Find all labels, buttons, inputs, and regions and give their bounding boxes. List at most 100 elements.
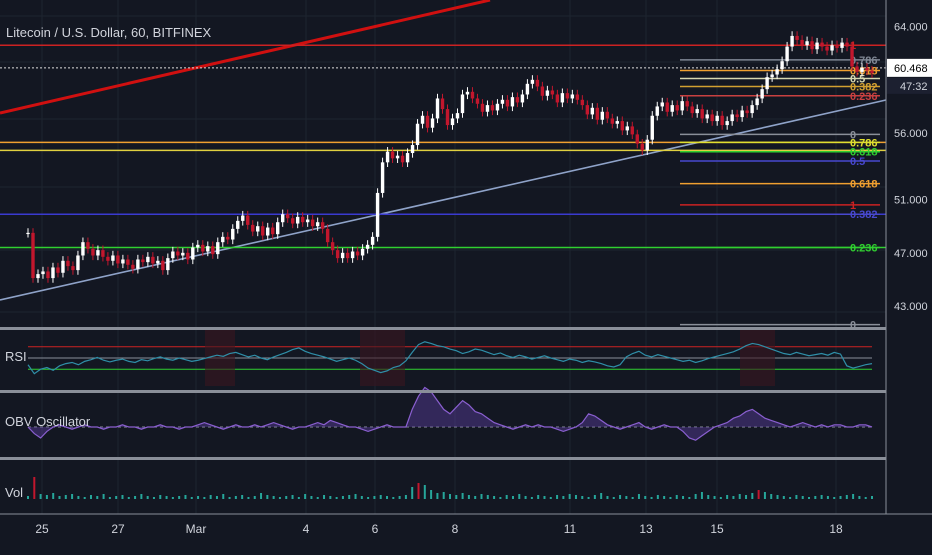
candle-body <box>390 151 395 159</box>
volume-bar <box>770 494 773 499</box>
candle-body <box>545 90 550 96</box>
candle-body <box>540 86 545 96</box>
volume-bar <box>215 496 218 499</box>
volume-bar <box>64 495 67 499</box>
price-panel[interactable]: 10.7860.6180.50.3820.23600.7860.6180.50.… <box>0 0 887 332</box>
volume-bar <box>682 496 685 499</box>
candle-body <box>765 77 769 90</box>
rsi-panel[interactable] <box>27 330 873 386</box>
candle-body <box>111 255 115 261</box>
candle-body <box>555 94 560 103</box>
candle-body <box>166 258 170 271</box>
candle-body <box>575 94 580 100</box>
volume-bar <box>209 495 212 499</box>
volume-bar <box>782 496 785 499</box>
candle-body <box>810 41 814 50</box>
candle-body <box>695 109 699 114</box>
candle-body <box>146 256 150 263</box>
panel-separator[interactable] <box>0 457 932 460</box>
candle-body <box>171 251 175 259</box>
volume-bar <box>379 495 382 499</box>
grid-lines <box>0 0 886 514</box>
candle-body <box>850 46 854 67</box>
candle-body <box>455 113 460 119</box>
candle-body <box>820 42 824 47</box>
countdown-box <box>887 77 932 94</box>
candle-body <box>770 74 774 78</box>
price-tick-label: 64.000 <box>894 22 928 34</box>
time-tick-label: 27 <box>111 522 125 536</box>
candle-body <box>290 218 295 224</box>
candle-body <box>480 103 485 112</box>
candle-body <box>71 266 75 271</box>
candle-body <box>665 102 669 112</box>
volume-bar <box>127 497 130 499</box>
candle-body <box>280 214 285 223</box>
volume-bar <box>348 495 351 499</box>
candle-body <box>330 242 335 251</box>
candle-body <box>430 118 435 128</box>
candle-body <box>675 105 679 111</box>
volume-bar <box>203 497 206 499</box>
candle-body <box>705 114 709 119</box>
volume-title: Vol <box>5 485 23 500</box>
candle-body <box>460 94 465 114</box>
candle-body <box>206 246 210 252</box>
last-price-label: 60.468 <box>894 63 928 75</box>
candle-body <box>256 226 260 232</box>
candle-body <box>785 46 789 62</box>
volume-bar <box>335 497 338 499</box>
volume-bar <box>52 493 55 499</box>
volume-bar <box>449 494 451 499</box>
candle-body <box>550 90 555 95</box>
volume-bar <box>556 495 559 499</box>
candle-body <box>241 215 245 221</box>
fib-level-label: 0 <box>850 129 856 141</box>
volume-bar <box>83 497 86 499</box>
volume-bar <box>121 495 124 499</box>
obv-line <box>27 386 873 441</box>
volume-bar <box>417 483 420 499</box>
candle-body <box>615 121 620 124</box>
volume-bar <box>304 494 307 499</box>
candle-body <box>285 214 290 219</box>
candle-body <box>86 242 90 249</box>
candle-body <box>81 242 85 256</box>
candle-body <box>156 260 160 264</box>
volume-bar <box>499 497 502 499</box>
volume-bar <box>574 495 577 499</box>
volume-bar <box>234 496 237 499</box>
candle-body <box>415 123 420 146</box>
volume-bar <box>367 497 370 499</box>
volume-bar <box>600 493 603 499</box>
fib-level-label: 0.382 <box>850 81 878 93</box>
candle-body <box>236 220 240 229</box>
panel-separator[interactable] <box>0 390 932 393</box>
volume-bar <box>197 496 200 499</box>
candle-body <box>315 222 320 227</box>
volume-bar <box>518 494 521 499</box>
candle-body <box>151 256 155 264</box>
volume-bar <box>461 493 464 499</box>
panel-separator[interactable] <box>0 327 932 330</box>
candle-body <box>395 155 400 159</box>
panel-separators[interactable] <box>0 327 932 460</box>
candle-body <box>305 219 310 223</box>
rsi-title: RSI <box>5 349 27 364</box>
volume-bar <box>757 490 760 499</box>
candle-body <box>101 250 105 257</box>
volume-bar <box>700 492 703 499</box>
candle-body <box>226 236 230 240</box>
fib-level-label: 0.786 <box>850 55 878 67</box>
volume-bar <box>310 496 313 499</box>
volume-bar <box>341 496 344 499</box>
volume-bar <box>707 495 710 499</box>
volume-bar <box>826 496 829 499</box>
rsi-highlight <box>360 330 405 386</box>
price-tick-label: 51.000 <box>894 195 928 207</box>
candle-body <box>860 67 864 72</box>
candle-body <box>186 252 190 260</box>
candle-body <box>600 111 605 120</box>
candle-body <box>625 126 629 131</box>
